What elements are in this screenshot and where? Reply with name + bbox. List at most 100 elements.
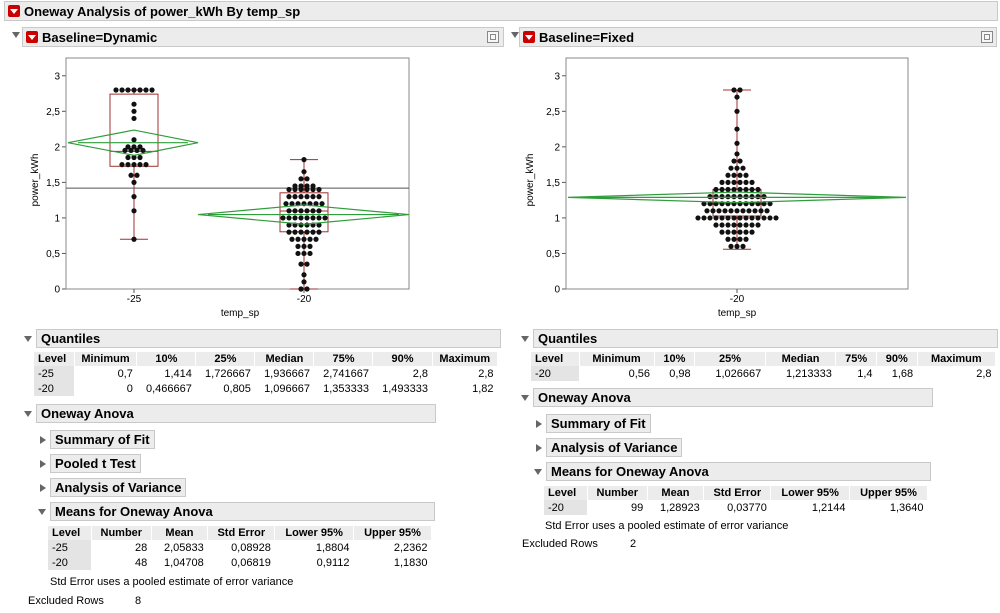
data-point [767, 215, 773, 221]
data-point [304, 286, 310, 292]
excluded-rows-value: 8 [135, 595, 142, 607]
data-point [292, 186, 298, 193]
right-quantiles-header[interactable]: Quantiles [519, 329, 998, 348]
left-oneway-anova-header[interactable]: Oneway Anova [22, 404, 436, 423]
data-point [316, 194, 322, 200]
table-row: -20 99 1,28923 0,03770 1,2144 1,3640 [544, 500, 928, 515]
disclosure-baseline-dynamic[interactable] [10, 32, 24, 38]
data-point [734, 140, 740, 146]
disclosure-down-icon[interactable] [24, 335, 32, 342]
data-point [743, 172, 749, 178]
y-tick-label: 3 [554, 71, 560, 82]
data-point [737, 201, 743, 207]
disclosure-down-icon[interactable] [38, 508, 46, 515]
disclosure-baseline-fixed[interactable] [509, 32, 523, 38]
data-point [137, 87, 143, 93]
data-point [289, 236, 295, 242]
column-header: Median [765, 352, 837, 366]
data-point [131, 115, 137, 122]
pin-icon[interactable] [487, 31, 499, 43]
data-point [304, 186, 310, 193]
left-means-oneway-header[interactable]: Means for Oneway Anova [36, 502, 435, 521]
data-point [731, 158, 737, 164]
data-point [737, 236, 743, 242]
data-point [743, 222, 749, 228]
report-title: Oneway Analysis of power_kWh By temp_sp [24, 3, 301, 19]
right-analysis-of-variance[interactable]: Analysis of Variance [532, 438, 683, 457]
data-point [743, 215, 749, 221]
data-point [137, 144, 143, 150]
disclosure-right-icon[interactable] [40, 483, 46, 492]
data-point [125, 154, 131, 161]
data-point [307, 236, 313, 242]
data-point [292, 194, 298, 200]
disclosure-down-icon[interactable] [511, 32, 519, 38]
value-cell: 0,98 [669, 367, 691, 380]
data-point [713, 222, 719, 228]
disclosure-right-icon[interactable] [536, 419, 542, 428]
disclosure-down-icon[interactable] [534, 468, 542, 475]
value-cell: 1,936667 [264, 367, 310, 380]
data-point [292, 183, 298, 189]
pin-icon[interactable] [981, 31, 993, 43]
column-header: Median [254, 352, 315, 366]
data-point [310, 215, 316, 221]
disclosure-down-icon[interactable] [12, 32, 20, 38]
data-point [143, 162, 149, 168]
data-point [140, 147, 146, 153]
column-header: 75% [313, 352, 374, 366]
right-means-oneway-header[interactable]: Means for Oneway Anova [532, 462, 931, 481]
data-point [286, 208, 292, 214]
left-outline-header: Baseline=Dynamic [22, 27, 504, 47]
column-header: Std Error [207, 526, 276, 540]
data-point [304, 261, 310, 267]
column-header: 25% [694, 352, 766, 366]
value-cell: 99 [630, 501, 644, 514]
level-cell: -20 [48, 555, 92, 570]
red-triangle-menu-icon[interactable] [26, 31, 38, 43]
value-cell: 0,08928 [231, 541, 271, 554]
report-title-bar: Oneway Analysis of power_kWh By temp_sp [4, 1, 998, 21]
oneway-anova-title: Oneway Anova [36, 404, 436, 423]
left-analysis-of-variance[interactable]: Analysis of Variance [36, 478, 187, 497]
left-oneway-plot: power_kWh 3 2,5 2 1,5 1 0,5 0 -25 -20 temp_sp [30, 57, 410, 319]
data-point [725, 172, 731, 178]
disclosure-down-icon[interactable] [24, 410, 32, 417]
column-header: 90% [876, 352, 918, 366]
data-point [304, 229, 310, 235]
disclosure-down-icon[interactable] [521, 394, 529, 401]
disclosure-down-icon[interactable] [521, 335, 529, 342]
left-summary-of-fit[interactable]: Summary of Fit [36, 430, 155, 449]
value-cell: 2,8 [478, 367, 494, 380]
data-point [713, 186, 719, 193]
red-triangle-menu-icon[interactable] [8, 5, 20, 17]
data-point [286, 222, 292, 228]
data-point [731, 229, 737, 235]
data-point [292, 215, 298, 221]
right-oneway-anova-header[interactable]: Oneway Anova [519, 388, 933, 407]
y-axis-label: power_kWh [30, 154, 41, 207]
data-point [301, 236, 307, 242]
data-point [131, 236, 137, 242]
disclosure-right-icon[interactable] [40, 459, 46, 468]
data-point [286, 186, 292, 193]
value-cell: 1,68 [891, 367, 914, 380]
data-point [298, 286, 304, 292]
red-triangle-menu-icon[interactable] [523, 31, 535, 43]
left-pooled-t-test[interactable]: Pooled t Test [36, 454, 141, 473]
left-quantiles-header[interactable]: Quantiles [22, 329, 501, 348]
left-quantiles-table: Level Minimum 10% 25% Median 75% 90% Maximum -25… [34, 352, 499, 396]
data-point [131, 154, 137, 161]
data-point [713, 215, 719, 221]
level-cell: -20 [544, 500, 588, 515]
data-point [737, 194, 743, 200]
data-point [749, 229, 755, 235]
data-point [761, 215, 767, 221]
data-point [737, 222, 743, 228]
data-point [125, 87, 131, 93]
data-point [710, 208, 716, 214]
disclosure-right-icon[interactable] [536, 443, 542, 452]
disclosure-right-icon[interactable] [40, 435, 46, 444]
right-summary-of-fit[interactable]: Summary of Fit [532, 414, 651, 433]
data-point [722, 208, 728, 214]
